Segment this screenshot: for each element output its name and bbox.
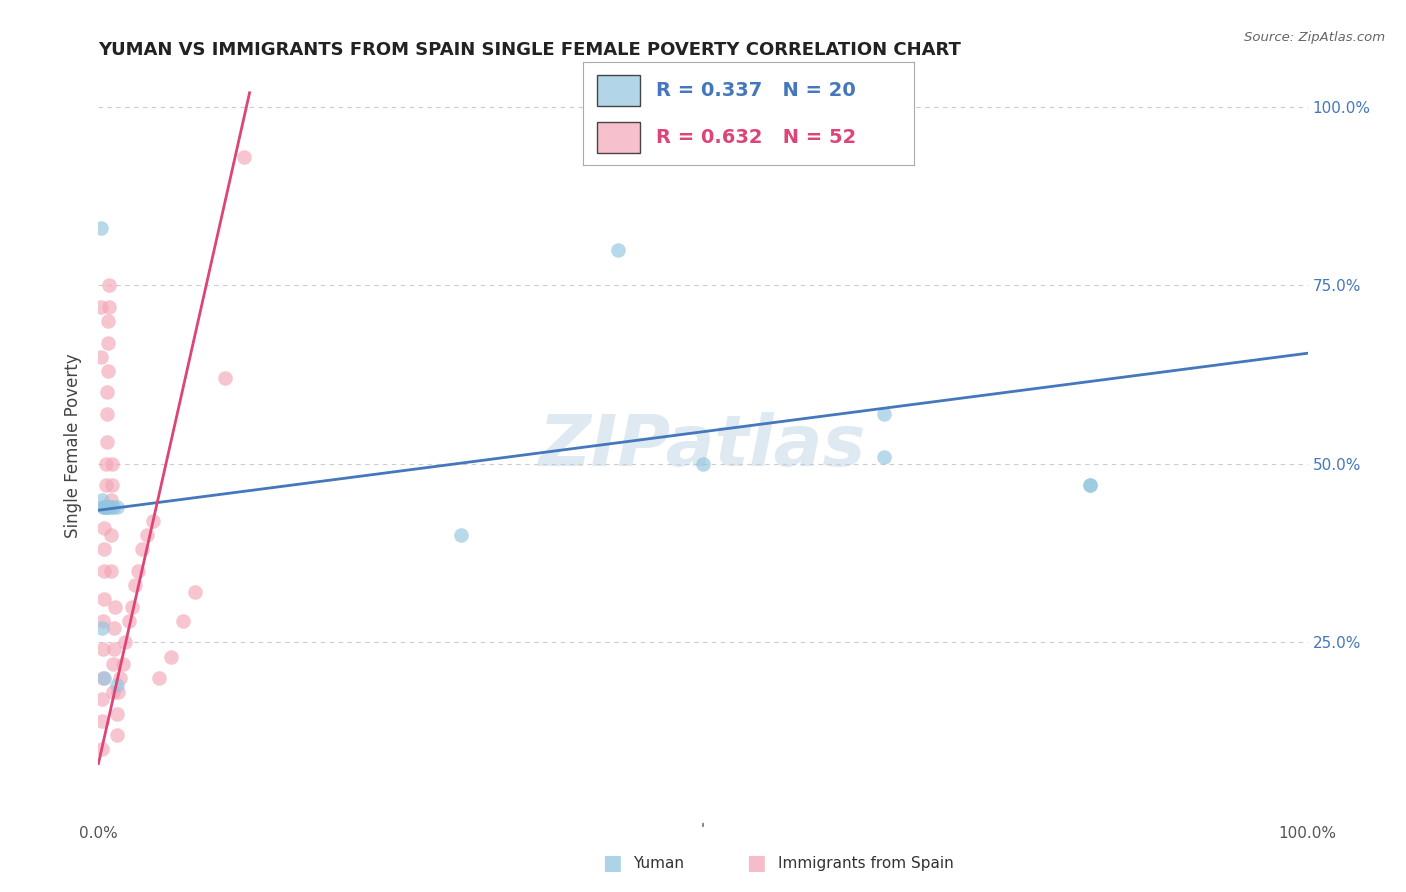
- Point: [142, 514, 165, 528]
- Point: [148, 671, 170, 685]
- Point: [100, 564, 122, 578]
- Point: [450, 528, 472, 542]
- Point: [93, 542, 115, 557]
- Point: [91, 492, 114, 507]
- Point: [91, 742, 114, 756]
- Text: R = 0.632   N = 52: R = 0.632 N = 52: [657, 128, 856, 147]
- Text: Yuman: Yuman: [633, 856, 683, 871]
- Point: [105, 728, 128, 742]
- Point: [104, 599, 127, 614]
- Point: [101, 657, 124, 671]
- Point: [103, 621, 125, 635]
- Text: Immigrants from Spain: Immigrants from Spain: [778, 856, 953, 871]
- Point: [93, 592, 115, 607]
- Point: [114, 635, 136, 649]
- Text: ■: ■: [602, 854, 621, 873]
- Point: [118, 614, 141, 628]
- Y-axis label: Single Female Poverty: Single Female Poverty: [65, 354, 83, 538]
- Point: [232, 150, 254, 164]
- Point: [91, 621, 114, 635]
- Point: [103, 642, 125, 657]
- Text: Source: ZipAtlas.com: Source: ZipAtlas.com: [1244, 31, 1385, 45]
- FancyBboxPatch shape: [596, 75, 640, 105]
- Point: [97, 364, 120, 378]
- Point: [94, 500, 117, 514]
- Point: [100, 500, 122, 514]
- Point: [160, 649, 183, 664]
- Point: [91, 714, 114, 728]
- Point: [97, 335, 120, 350]
- Point: [93, 671, 115, 685]
- Point: [692, 457, 714, 471]
- Point: [96, 385, 118, 400]
- Point: [105, 500, 128, 514]
- Point: [96, 435, 118, 450]
- Point: [100, 478, 122, 492]
- Point: [101, 500, 124, 514]
- Point: [607, 243, 630, 257]
- Point: [1078, 478, 1101, 492]
- Point: [111, 657, 134, 671]
- Point: [214, 371, 236, 385]
- Point: [100, 492, 122, 507]
- Point: [90, 350, 112, 364]
- Point: [94, 457, 117, 471]
- Point: [90, 300, 112, 314]
- Point: [124, 578, 146, 592]
- Point: [93, 564, 115, 578]
- Point: [91, 692, 114, 706]
- Text: R = 0.337   N = 20: R = 0.337 N = 20: [657, 80, 856, 100]
- Point: [98, 300, 121, 314]
- Point: [91, 671, 114, 685]
- Point: [873, 407, 896, 421]
- Point: [97, 500, 120, 514]
- Point: [107, 685, 129, 699]
- Point: [100, 457, 122, 471]
- Point: [135, 528, 157, 542]
- Point: [184, 585, 207, 599]
- Point: [108, 671, 131, 685]
- Point: [101, 685, 124, 699]
- Text: ■: ■: [747, 854, 766, 873]
- Point: [127, 564, 149, 578]
- FancyBboxPatch shape: [596, 122, 640, 153]
- Point: [98, 278, 121, 293]
- Point: [105, 678, 128, 692]
- Point: [121, 599, 143, 614]
- Text: ZIPatlas: ZIPatlas: [540, 411, 866, 481]
- Point: [172, 614, 194, 628]
- Point: [96, 407, 118, 421]
- Point: [105, 706, 128, 721]
- Point: [93, 500, 115, 514]
- Point: [97, 314, 120, 328]
- Point: [96, 500, 118, 514]
- Point: [91, 614, 114, 628]
- Point: [873, 450, 896, 464]
- Point: [131, 542, 153, 557]
- Point: [91, 642, 114, 657]
- Point: [93, 521, 115, 535]
- Text: YUMAN VS IMMIGRANTS FROM SPAIN SINGLE FEMALE POVERTY CORRELATION CHART: YUMAN VS IMMIGRANTS FROM SPAIN SINGLE FE…: [98, 41, 962, 59]
- Point: [100, 528, 122, 542]
- Point: [94, 478, 117, 492]
- Point: [1078, 478, 1101, 492]
- Point: [90, 221, 112, 235]
- Point: [94, 500, 117, 514]
- Point: [91, 500, 114, 514]
